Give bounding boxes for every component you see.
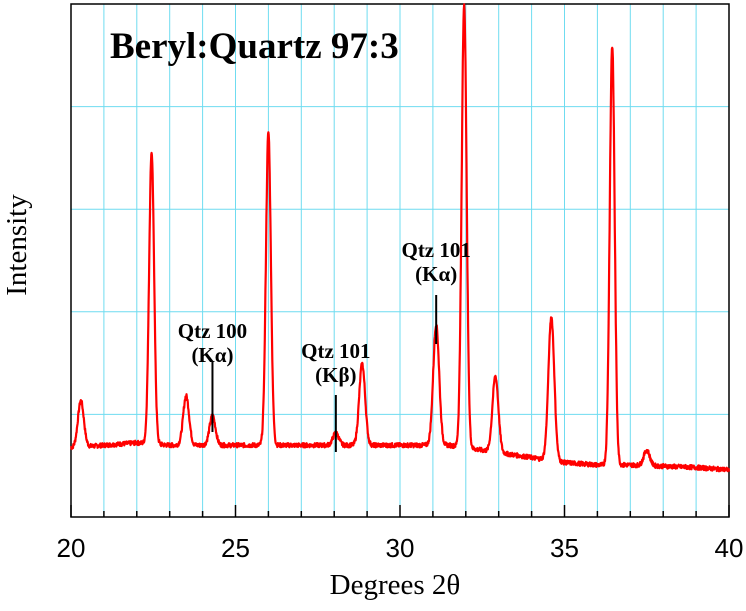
x-axis-title: Degrees 2θ — [330, 569, 461, 601]
y-axis-title: Intensity — [1, 194, 33, 296]
grid — [71, 4, 729, 517]
annotation-label: Qtz 101 — [301, 339, 370, 363]
x-tick-label: 35 — [550, 533, 579, 563]
x-axis: 20 25 30 35 40 — [57, 505, 744, 563]
annotation-label-sub: (Kα) — [191, 343, 233, 367]
annotation-label-sub: (Kα) — [415, 262, 457, 286]
x-tick-label: 40 — [715, 533, 744, 563]
peak-annotations: Qtz 100(Kα) Qtz 101(Kβ)Qtz 101(Kα) — [178, 238, 471, 452]
annotation-label: Qtz 100 — [178, 319, 247, 343]
annotation-label: Qtz 101 — [401, 238, 470, 262]
diffraction-pattern-line — [70, 3, 731, 473]
chart-title: Beryl:Quartz 97:3 — [110, 26, 399, 67]
annotation-label-sub: (Kβ) — [315, 363, 356, 387]
x-tick-label: 30 — [386, 533, 415, 563]
x-tick-label: 25 — [221, 533, 250, 563]
x-tick-label: 20 — [57, 533, 86, 563]
